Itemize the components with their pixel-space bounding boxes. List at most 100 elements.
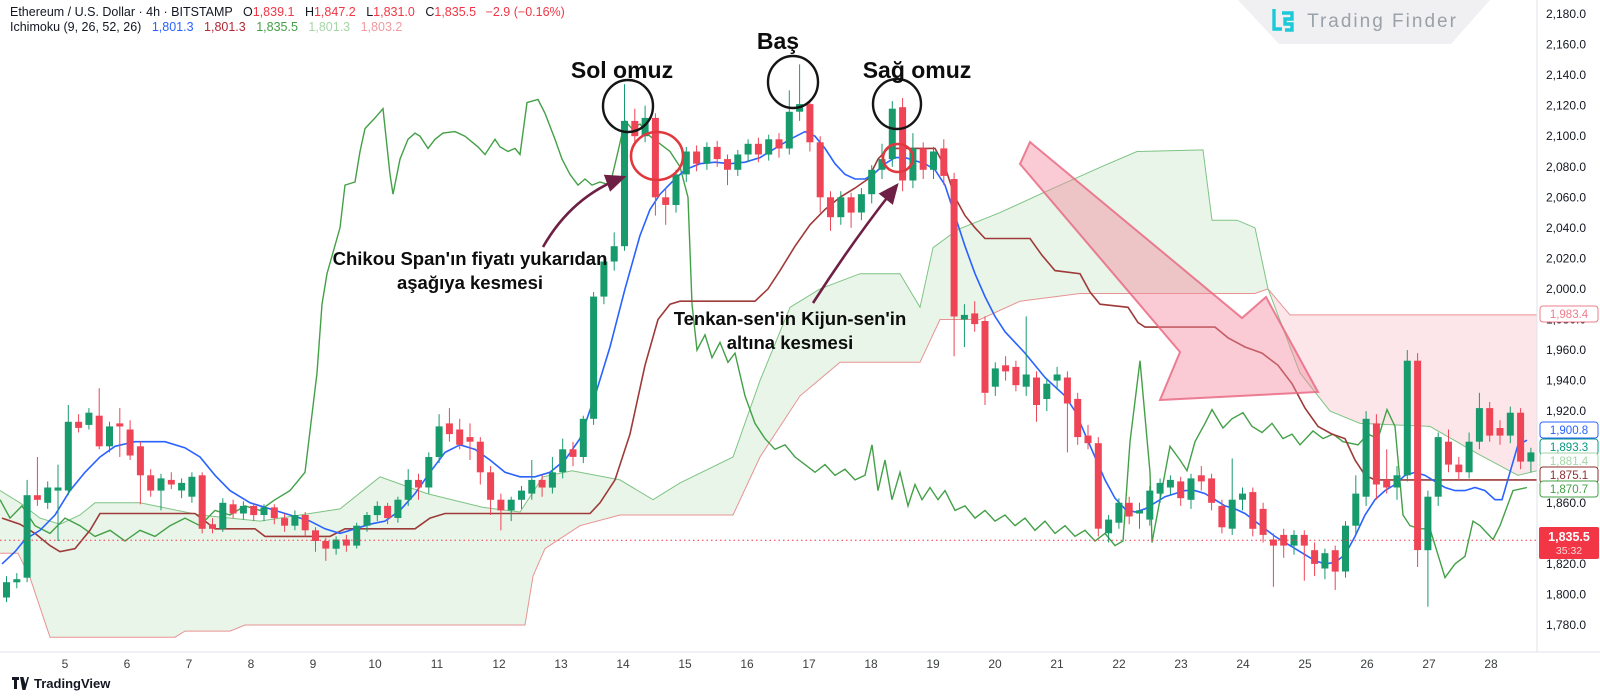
time-tick-label: 27 [1422, 657, 1436, 671]
candle [116, 408, 124, 457]
candle [260, 504, 268, 522]
cross-highlight-ellipse[interactable] [881, 142, 915, 174]
time-tick-label: 18 [864, 657, 878, 671]
time-tick-label: 22 [1112, 657, 1126, 671]
kijun-sen-line [1, 147, 1537, 553]
candle [1342, 521, 1349, 578]
tradingview-label: TradingView [34, 676, 111, 691]
tradingview-attribution[interactable]: TradingView [12, 676, 110, 691]
candle [373, 501, 381, 522]
pattern-circle[interactable] [871, 77, 923, 131]
pattern-label[interactable]: Baş [757, 28, 799, 54]
candle [806, 99, 814, 152]
candle [971, 301, 979, 332]
price-tick-label: 1,960.0 [1546, 343, 1586, 357]
pattern-circle[interactable] [766, 54, 820, 110]
trading-finder-watermark: Trading Finder [1238, 0, 1490, 44]
candle [312, 527, 319, 552]
candle [888, 101, 896, 167]
line-value-label: 1,893.3 [1539, 438, 1599, 456]
candle [785, 90, 793, 155]
candle [548, 457, 556, 494]
note-label[interactable]: Chikou Span'ın fiyatı yukarıdan [333, 248, 608, 269]
candle [1105, 515, 1113, 543]
candle [1187, 473, 1195, 509]
svg-text:35:32: 35:32 [1556, 545, 1582, 557]
candle [54, 464, 62, 541]
candle [1414, 353, 1422, 567]
candle [919, 142, 927, 179]
quote-open: O1,839.1 [243, 5, 295, 19]
candle [1074, 392, 1082, 445]
candle [1383, 449, 1391, 494]
candle [518, 486, 525, 509]
time-tick-label: 12 [492, 657, 506, 671]
time-tick-label: 21 [1050, 657, 1064, 671]
time-axis[interactable] [0, 652, 1600, 700]
price-tick-label: 2,160.0 [1546, 38, 1586, 52]
indicator-value-senkou-a: 1,801.3 [308, 20, 351, 34]
candle [960, 304, 968, 347]
note-label[interactable]: altına kesmesi [727, 332, 854, 353]
candle [610, 232, 618, 271]
candle [106, 421, 113, 453]
candle [332, 536, 340, 555]
candle [188, 472, 196, 503]
price-tick-label: 1,780.0 [1546, 618, 1586, 632]
candle [631, 108, 639, 146]
candle [796, 64, 804, 121]
line-value-label: 1,875.1 [1539, 466, 1599, 484]
candle [384, 502, 392, 525]
symbol-row: Ethereum / U.S. Dollar · 4h · BITSTAMP O… [10, 5, 565, 20]
candle [569, 441, 577, 467]
candle [1393, 466, 1401, 500]
candle [1136, 502, 1143, 529]
change-value: −2.9 (−0.16%) [485, 5, 565, 19]
candle [1331, 545, 1339, 590]
pattern-label[interactable]: Sağ omuz [863, 57, 972, 83]
candle [538, 475, 546, 497]
pattern-circle[interactable] [601, 78, 655, 134]
note-label[interactable]: Tenkan-sen'in Kijun-sen'in [674, 308, 907, 329]
candle [157, 473, 165, 511]
candle [363, 512, 371, 532]
time-tick-label: 24 [1236, 657, 1250, 671]
candle [507, 496, 515, 522]
candle [1146, 486, 1154, 526]
candle [404, 469, 412, 506]
candle [281, 513, 289, 532]
current-price-badge: 1,835.535:32 [1539, 527, 1599, 559]
annotation-arrow[interactable] [541, 174, 627, 248]
candle [44, 481, 52, 509]
pattern-label[interactable]: Sol omuz [571, 57, 673, 83]
candle [1362, 411, 1370, 506]
candle [1280, 528, 1288, 558]
candle [1053, 366, 1061, 390]
candle [64, 405, 72, 496]
candle [754, 137, 762, 163]
annotation-arrow[interactable] [811, 182, 899, 304]
cross-highlight-ellipse[interactable] [629, 130, 685, 182]
candle [1094, 437, 1102, 537]
candle [435, 414, 443, 464]
symbol-title[interactable]: Ethereum / U.S. Dollar · 4h · BITSTAMP [10, 5, 233, 19]
price-axis[interactable] [1537, 0, 1600, 700]
price-tick-label: 1,800.0 [1546, 587, 1586, 601]
candle [816, 136, 824, 213]
downtrend-arrow[interactable] [1018, 140, 1320, 402]
candle [270, 504, 278, 525]
candle [3, 576, 10, 603]
time-tick-label: 7 [186, 657, 193, 671]
price-tick-label: 2,040.0 [1546, 221, 1586, 235]
candle [1033, 371, 1040, 422]
candle [394, 496, 402, 523]
plot-area [0, 54, 1537, 638]
candle [75, 414, 83, 433]
indicator-title[interactable]: Ichimoku (9, 26, 52, 26) [10, 20, 142, 34]
candle [559, 438, 567, 479]
time-tick-label: 20 [988, 657, 1002, 671]
candle [126, 420, 134, 460]
note-label[interactable]: aşağıya kesmesi [397, 272, 543, 293]
